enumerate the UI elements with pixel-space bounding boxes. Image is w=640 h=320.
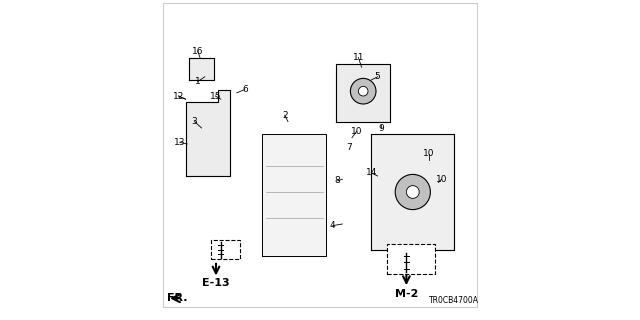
Text: M-2: M-2 [395, 289, 418, 299]
Bar [387, 244, 435, 274]
Text: 10: 10 [351, 127, 362, 136]
Text: 8: 8 [335, 176, 340, 185]
Circle shape [406, 186, 419, 198]
Text: 2: 2 [282, 111, 287, 120]
Text: 15: 15 [210, 92, 221, 100]
Text: FR.: FR. [167, 293, 188, 303]
Text: E-13: E-13 [202, 278, 230, 288]
Polygon shape [336, 64, 390, 122]
Text: 13: 13 [174, 138, 186, 147]
Text: 12: 12 [173, 92, 184, 100]
Polygon shape [186, 90, 230, 176]
Text: 7: 7 [346, 143, 351, 152]
Polygon shape [371, 134, 454, 250]
Text: 10: 10 [423, 149, 435, 158]
Text: 14: 14 [365, 168, 377, 177]
Text: 1: 1 [195, 77, 200, 86]
Text: 4: 4 [330, 221, 335, 230]
Text: 6: 6 [242, 85, 248, 94]
Text: 10: 10 [436, 175, 447, 184]
Text: TR0CB4700A: TR0CB4700A [429, 296, 479, 305]
Bar [211, 240, 240, 259]
Text: 9: 9 [378, 124, 383, 132]
Text: 5: 5 [375, 72, 380, 81]
Polygon shape [189, 58, 214, 80]
Text: 3: 3 [192, 117, 197, 126]
Polygon shape [262, 134, 326, 256]
Circle shape [396, 174, 431, 210]
Circle shape [358, 86, 368, 96]
Circle shape [351, 78, 376, 104]
Text: 11: 11 [353, 53, 364, 62]
Text: 16: 16 [192, 47, 204, 56]
